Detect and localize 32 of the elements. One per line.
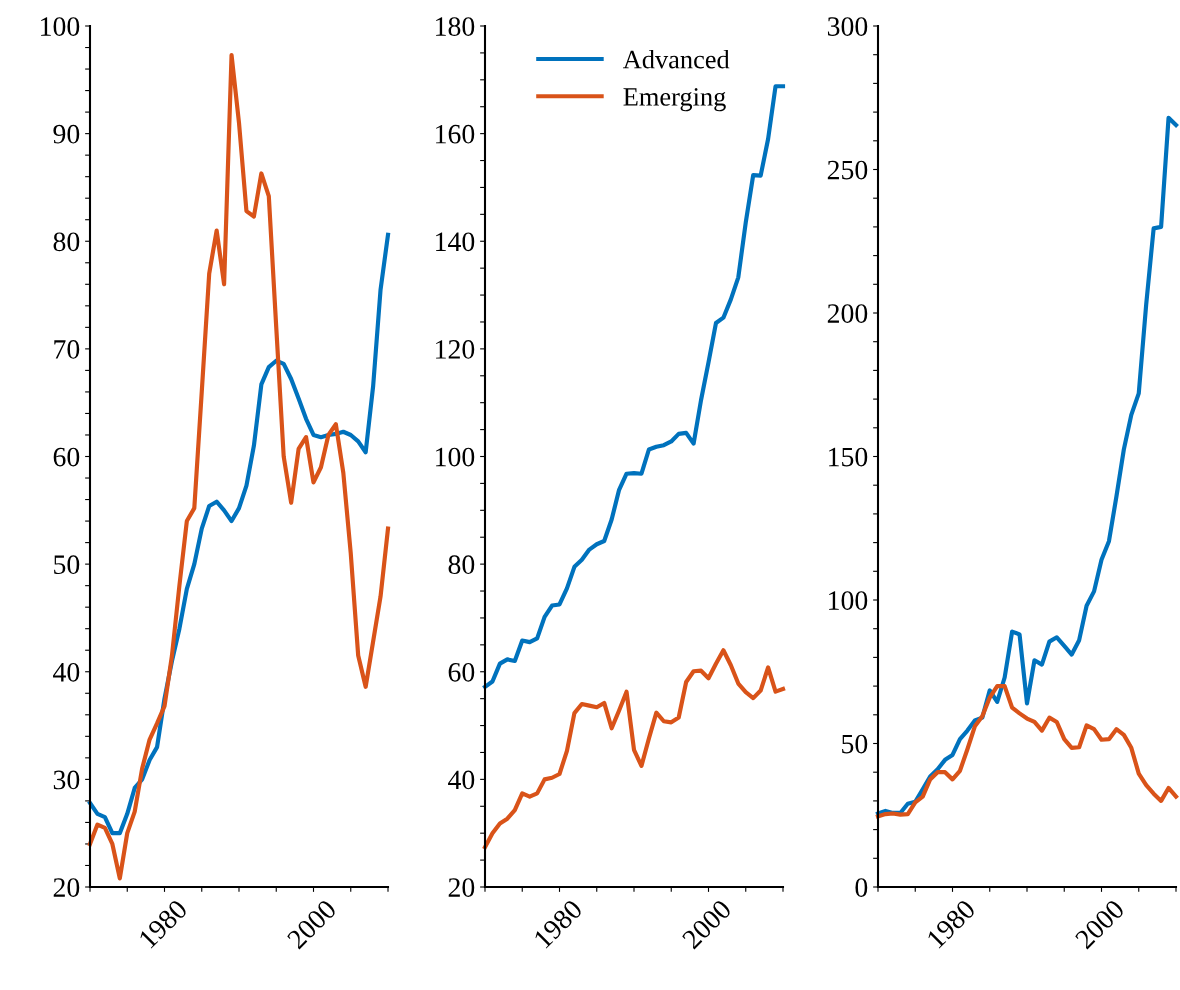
y-tick-label: 300 <box>827 17 868 36</box>
y-tick-label: 100 <box>436 447 475 467</box>
y-tick-label: 30 <box>53 770 80 790</box>
y-tick-label: 160 <box>436 124 475 144</box>
legend-label: Emerging <box>623 88 726 112</box>
y-tick-label: 40 <box>53 662 80 682</box>
y-tick-label: 150 <box>829 447 868 467</box>
line-series <box>482 84 786 689</box>
line-series <box>875 115 1179 816</box>
y-tick-label: 60 <box>53 447 80 467</box>
y-tick-label: 80 <box>53 232 80 252</box>
line-series <box>482 648 786 850</box>
y-tick-label: 50 <box>54 555 80 575</box>
y-tick-label: 180 <box>436 17 475 36</box>
y-tick-label: 250 <box>827 160 868 180</box>
y-tick-label: 100 <box>829 591 868 610</box>
y-tick-label: 60 <box>448 662 475 682</box>
y-tick-label: 40 <box>448 770 475 790</box>
y-tick-label: 0 <box>855 878 868 897</box>
y-tick-label: 140 <box>436 232 475 252</box>
y-tick-label: 80 <box>448 555 475 575</box>
legend-label: Advanced <box>622 49 730 69</box>
y-tick-label: 120 <box>436 340 475 359</box>
line-series <box>87 52 391 881</box>
y-tick-label: 70 <box>54 340 80 359</box>
y-tick-label: 100 <box>41 17 80 36</box>
y-tick-label: 50 <box>842 734 868 754</box>
line-series <box>875 684 1179 819</box>
y-tick-label: 20 <box>53 878 80 897</box>
y-tick-label: 200 <box>827 304 868 323</box>
y-tick-label: 20 <box>448 878 475 897</box>
y-tick-label: 90 <box>53 124 80 144</box>
